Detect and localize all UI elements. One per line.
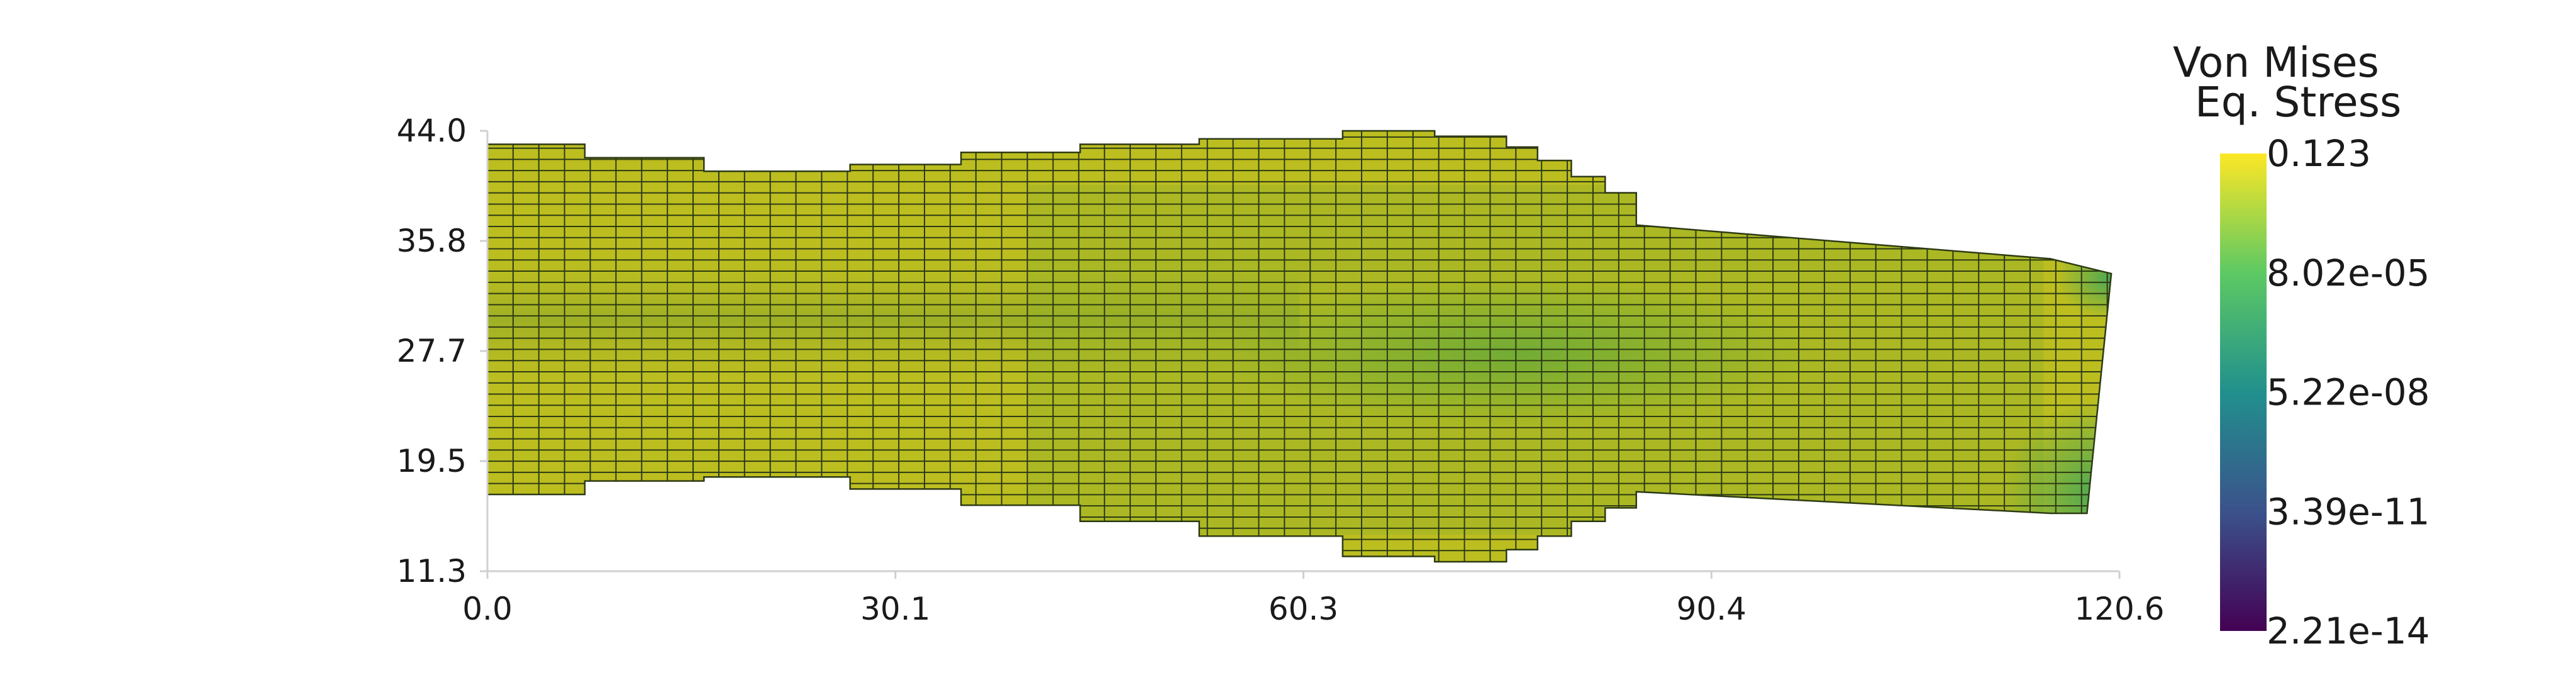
x-tick-label: 60.3 bbox=[1269, 591, 1338, 627]
y-tick-label: 27.7 bbox=[397, 333, 467, 369]
y-tick-label: 35.8 bbox=[397, 223, 467, 259]
x-tick-label: 0.0 bbox=[462, 591, 513, 627]
x-tick-label: 90.4 bbox=[1677, 591, 1746, 627]
colorbar-tick-label: 8.02e-05 bbox=[2267, 252, 2430, 294]
y-tick-label: 11.3 bbox=[397, 553, 467, 589]
colorbar-tick-label: 2.21e-14 bbox=[2267, 610, 2430, 652]
x-tick-label: 120.6 bbox=[2074, 591, 2164, 627]
colorbar-scale bbox=[2220, 153, 2267, 631]
mesh-outline bbox=[486, 130, 2112, 563]
colorbar-title-line-2: Eq. Stress bbox=[2195, 78, 2401, 126]
y-tick-label: 44.0 bbox=[397, 113, 467, 149]
colorbar-tick-label: 0.123 bbox=[2267, 132, 2371, 175]
colorbar-tick-label: 5.22e-08 bbox=[2267, 371, 2430, 414]
axes: 0.0 30.1 60.3 90.4 120.6 11.3 19.5 27.7 35.8 44.0 bbox=[397, 113, 2165, 627]
x-tick-label: 30.1 bbox=[860, 591, 930, 627]
colorbar-tick-label: 3.39e-11 bbox=[2267, 490, 2430, 533]
stress-band-left bbox=[487, 238, 1300, 401]
colorbar-title-line-1: Von Mises bbox=[2173, 38, 2379, 87]
mesh-layer bbox=[486, 130, 2112, 563]
y-tick-label: 19.5 bbox=[397, 443, 467, 479]
